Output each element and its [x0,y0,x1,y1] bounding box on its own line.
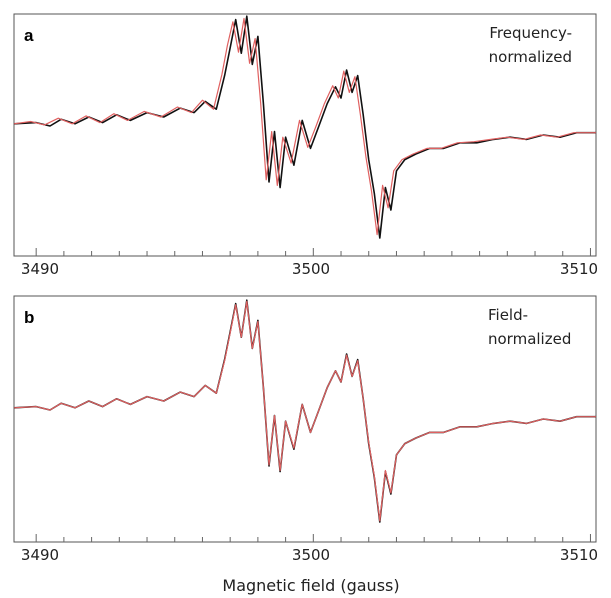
series-line-red [13,300,596,522]
panel-b-annotation-line1: Field- [488,306,528,324]
panel-a-series [13,15,596,239]
panel-b-annotation-line2: normalized [488,330,571,348]
panel-a: a Frequency- normalized 3490 3500 3510 [13,13,598,278]
panel-a-tick-label-3490: 3490 [21,260,59,278]
panel-b-x-axis [35,534,591,542]
panel-b-tick-label-3490: 3490 [21,546,59,564]
panel-a-tick-label-3510: 3510 [560,260,598,278]
panel-b-series [13,299,596,523]
panel-b-tick-label-3500: 3500 [292,546,330,564]
panel-a-tick-label-3500: 3500 [292,260,330,278]
panel-a-annotation-line2: normalized [489,48,572,66]
panel-b-frame [13,295,597,543]
series-line-red [13,17,596,236]
panel-a-frame [13,13,597,257]
panel-b: b Field- normalized 3490 3500 3510 [13,295,598,564]
x-axis-title: Magnetic field (gauss) [222,576,399,595]
panel-b-tick-label-3510: 3510 [560,546,598,564]
panel-b-label: b [24,308,34,327]
panel-a-label: a [24,26,34,45]
panel-a-annotation-line1: Frequency- [489,24,572,42]
panel-a-x-axis [35,248,591,256]
